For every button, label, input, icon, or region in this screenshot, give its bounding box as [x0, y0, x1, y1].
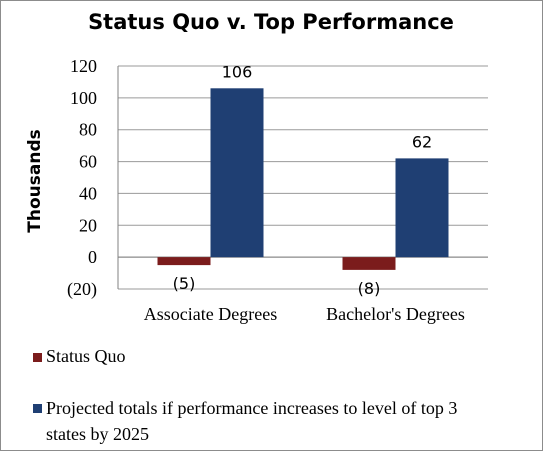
bar-status-quo-2 [342, 257, 396, 270]
y-tick-label: 20 [79, 215, 97, 235]
legend-swatch-status-quo [33, 353, 42, 362]
label-layer: 120 100 80 60 40 20 0 (20) (5) 106 Associate Degre… [67, 56, 465, 324]
legend-label-projected-line2: states by 2025 [46, 424, 149, 444]
data-label-projected-1: 106 [222, 62, 253, 81]
y-tick-label: 80 [79, 120, 97, 140]
data-label-projected-2: 62 [412, 132, 432, 151]
data-label-status-quo-1: (5) [173, 274, 196, 293]
chart-title: Status Quo v. Top Performance [88, 10, 454, 34]
category-label: Bachelor's Degrees [326, 304, 465, 324]
y-axis-label: Thousands [25, 129, 45, 232]
data-label-status-quo-2: (8) [358, 279, 381, 298]
y-tick-label: 0 [88, 247, 97, 267]
y-tick-label: 40 [79, 183, 97, 203]
bar-projected-1 [210, 88, 264, 258]
legend-label-status-quo: Status Quo [46, 346, 126, 366]
y-tick-label: 60 [79, 152, 97, 172]
bar-projected-2 [395, 158, 449, 258]
legend-label-projected-line1: Projected totals if performance increase… [46, 398, 457, 418]
bar-layer [157, 88, 449, 270]
legend-swatch-projected [33, 404, 42, 413]
y-tick-label: (20) [67, 279, 97, 300]
y-tick-label: 100 [70, 88, 97, 108]
y-tick-label: 120 [70, 56, 97, 76]
legend: Status Quo Projected totals if performan… [33, 346, 457, 444]
category-label: Associate Degrees [144, 304, 277, 324]
bar-status-quo-1 [157, 257, 211, 266]
